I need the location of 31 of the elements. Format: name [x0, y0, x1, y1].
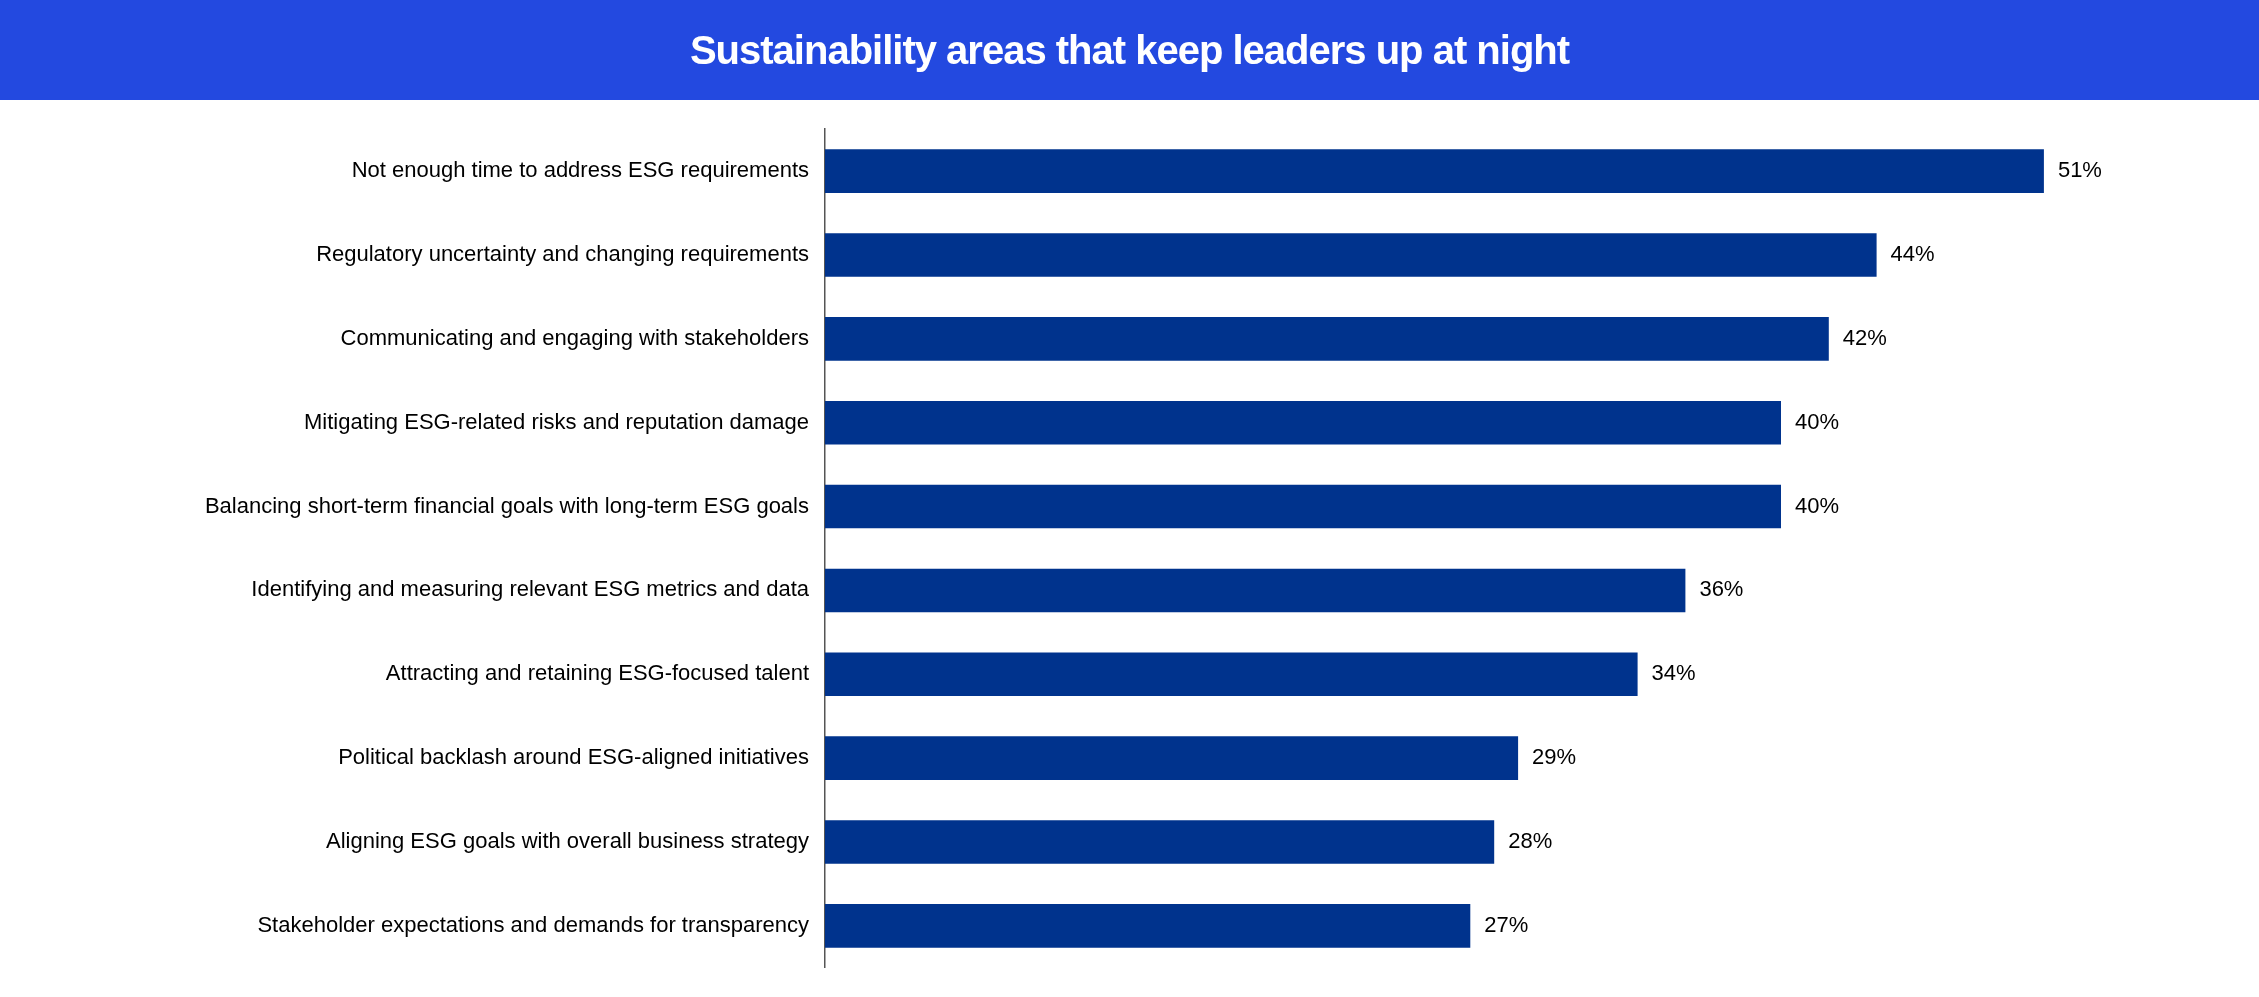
bar	[825, 820, 1495, 864]
y-tick-label: Balancing short-term financial goals with long-term ESG goals	[204, 492, 809, 518]
y-tick-label: Identifying and measuring relevant ESG metrics and data	[251, 576, 810, 602]
data-label: 36%	[1699, 576, 1744, 602]
bar	[825, 400, 1781, 445]
data-label: 51%	[2057, 157, 2102, 183]
data-label: 27%	[1484, 911, 1529, 937]
y-tick-label: Not enough time to address ESG requirements	[351, 157, 809, 183]
bar	[825, 736, 1519, 780]
y-tick-label: Political backlash around ESG-aligned initiatives	[338, 744, 809, 770]
data-label: 34%	[1651, 660, 1696, 686]
y-tick-label: Regulatory uncertainty and changing requirements	[316, 241, 809, 267]
data-label: 44%	[1890, 241, 1935, 267]
data-label: 29%	[1532, 744, 1577, 770]
bar	[825, 317, 1829, 361]
data-label: 42%	[1842, 324, 1887, 350]
y-tick-label: Stakeholder expectations and demands for transparency	[257, 911, 809, 937]
bar	[825, 149, 2044, 193]
chart-title: Sustainability areas that keep leaders up at night	[0, 0, 2259, 100]
y-tick-label: Communicating and engaging with stakeholders	[340, 324, 809, 350]
bar	[825, 233, 1877, 277]
data-label: 28%	[1508, 828, 1553, 854]
data-label: 40%	[1795, 492, 1840, 518]
y-tick-label: Attracting and retaining ESG-focused talent	[385, 660, 809, 686]
bar	[825, 568, 1686, 613]
bar	[825, 484, 1781, 529]
bar	[825, 904, 1471, 948]
y-tick-label: Aligning ESG goals with overall business strategy	[325, 828, 809, 854]
data-label: 40%	[1795, 408, 1840, 434]
y-tick-label: Mitigating ESG-related risks and reputation damage	[303, 408, 809, 434]
bar	[825, 652, 1638, 697]
